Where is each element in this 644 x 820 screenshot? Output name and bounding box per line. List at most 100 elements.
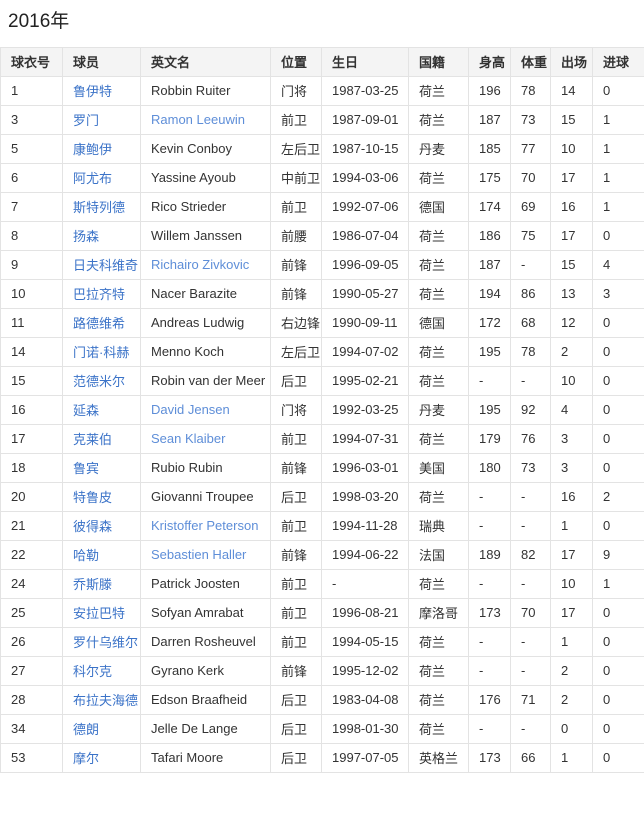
appearances-cell: 3 [550, 452, 593, 483]
height-cell: - [468, 481, 511, 512]
nationality-cell: 荷兰 [408, 655, 469, 686]
player-name-cell: 乔斯滕 [62, 568, 141, 599]
player-name-link[interactable]: 鲁宾 [73, 461, 100, 477]
nationality-cell: 荷兰 [408, 162, 469, 193]
player-name-link[interactable]: 哈勒 [73, 548, 100, 564]
goals-cell: 0 [592, 365, 644, 396]
goals-cell: 0 [592, 394, 644, 425]
player-name-cell: 特鲁皮 [62, 481, 141, 512]
appearances-cell: 16 [550, 191, 593, 222]
english-name-cell: Jelle De Lange [140, 713, 271, 744]
nationality-cell: 荷兰 [408, 104, 469, 135]
english-name-link[interactable]: Kristoffer Peterson [151, 518, 259, 534]
nationality-cell: 荷兰 [408, 481, 469, 512]
position-cell: 后卫 [270, 365, 322, 396]
height-cell: - [468, 626, 511, 657]
jersey-number-cell: 14 [0, 336, 63, 367]
weight-cell: 78 [510, 75, 551, 106]
player-name-cell: 康鲍伊 [62, 133, 141, 164]
player-name-link[interactable]: 阿尤布 [73, 171, 113, 187]
jersey-number-cell: 22 [0, 539, 63, 570]
position-cell: 前卫 [270, 626, 322, 657]
english-name-cell: David Jensen [140, 394, 271, 425]
table-row: 16 延森 David Jensen 门将 1992-03-25 丹麦 195 92 4 0 [0, 394, 644, 425]
weight-cell: - [510, 626, 551, 657]
english-name-cell: Kevin Conboy [140, 133, 271, 164]
english-name-link[interactable]: Sebastien Haller [151, 547, 247, 563]
player-name-link[interactable]: 斯特列德 [73, 200, 126, 216]
height-cell: 189 [468, 539, 511, 570]
birthday-cell: 1992-07-06 [321, 191, 409, 222]
english-name-cell: Nacer Barazite [140, 278, 271, 309]
player-name-link[interactable]: 德朗 [73, 722, 100, 738]
nationality-cell: 英格兰 [408, 742, 469, 773]
player-name-link[interactable]: 延森 [73, 403, 100, 419]
position-cell: 门将 [270, 75, 322, 106]
jersey-number-cell: 25 [0, 597, 63, 628]
player-name-link[interactable]: 扬森 [73, 229, 100, 245]
height-cell: 187 [468, 249, 511, 280]
birthday-cell: 1994-03-06 [321, 162, 409, 193]
height-cell: 172 [468, 307, 511, 338]
weight-cell: 78 [510, 336, 551, 367]
height-cell: - [468, 510, 511, 541]
birthday-cell: 1987-10-15 [321, 133, 409, 164]
weight-cell: 70 [510, 597, 551, 628]
birthday-cell: 1992-03-25 [321, 394, 409, 425]
player-name-link[interactable]: 特鲁皮 [73, 490, 113, 506]
english-name-link[interactable]: Ramon Leeuwin [151, 112, 245, 128]
jersey-number-cell: 10 [0, 278, 63, 309]
player-name-link[interactable]: 克莱伯 [73, 432, 113, 448]
appearances-cell: 17 [550, 539, 593, 570]
player-name-link[interactable]: 摩尔 [73, 751, 100, 767]
player-name-cell: 扬森 [62, 220, 141, 251]
column-header-goals: 进球 [592, 46, 644, 77]
player-name-link[interactable]: 罗什乌维尔 [73, 635, 139, 651]
position-cell: 前卫 [270, 104, 322, 135]
table-row: 17 克莱伯 Sean Klaiber 前卫 1994-07-31 荷兰 179 76 3 0 [0, 423, 644, 454]
table-row: 53 摩尔 Tafari Moore 后卫 1997-07-05 英格兰 173 66 1 0 [0, 742, 644, 773]
nationality-cell: 荷兰 [408, 365, 469, 396]
player-name-link[interactable]: 范德米尔 [73, 374, 126, 390]
nationality-cell: 德国 [408, 307, 469, 338]
position-cell: 前卫 [270, 423, 322, 454]
birthday-cell: 1994-05-15 [321, 626, 409, 657]
player-name-link[interactable]: 罗门 [73, 113, 100, 129]
table-row: 18 鲁宾 Rubio Rubin 前锋 1996-03-01 美国 180 73 3 0 [0, 452, 644, 483]
position-cell: 门将 [270, 394, 322, 425]
english-name-link[interactable]: David Jensen [151, 402, 230, 418]
nationality-cell: 荷兰 [408, 626, 469, 657]
appearances-cell: 10 [550, 133, 593, 164]
player-name-link[interactable]: 科尔克 [73, 664, 113, 680]
table-row: 28 布拉夫海德 Edson Braafheid 后卫 1983-04-08 荷兰 176 7… [0, 684, 644, 715]
player-name-link[interactable]: 日夫科维奇 [73, 258, 139, 274]
goals-cell: 1 [592, 568, 644, 599]
table-row: 21 彼得森 Kristoffer Peterson 前卫 1994-11-28 瑞典 - -… [0, 510, 644, 541]
weight-cell: 76 [510, 423, 551, 454]
player-name-link[interactable]: 彼得森 [73, 519, 113, 535]
player-name-link[interactable]: 乔斯滕 [73, 577, 113, 593]
goals-cell: 0 [592, 626, 644, 657]
goals-cell: 0 [592, 597, 644, 628]
nationality-cell: 荷兰 [408, 713, 469, 744]
player-name-link[interactable]: 安拉巴特 [73, 606, 126, 622]
english-name-link[interactable]: Sean Klaiber [151, 431, 226, 447]
column-header-height: 身高 [468, 46, 511, 77]
height-cell: 179 [468, 423, 511, 454]
player-name-link[interactable]: 康鲍伊 [73, 142, 113, 158]
english-name-cell: Rubio Rubin [140, 452, 271, 483]
jersey-number-cell: 28 [0, 684, 63, 715]
english-name-link[interactable]: Richairo Zivkovic [151, 257, 250, 273]
player-name-cell: 安拉巴特 [62, 597, 141, 628]
player-name-link[interactable]: 鲁伊特 [73, 84, 113, 100]
player-name-link[interactable]: 巴拉齐特 [73, 287, 126, 303]
table-row: 1 鲁伊特 Robbin Ruiter 门将 1987-03-25 荷兰 196 78 14 0 [0, 75, 644, 106]
column-header-player: 球员 [62, 46, 141, 77]
player-name-link[interactable]: 路德维希 [73, 316, 126, 332]
player-name-link[interactable]: 门诺·科赫 [73, 345, 130, 361]
birthday-cell: 1986-07-04 [321, 220, 409, 251]
player-name-link[interactable]: 布拉夫海德 [73, 693, 139, 709]
appearances-cell: 17 [550, 597, 593, 628]
goals-cell: 0 [592, 713, 644, 744]
height-cell: 180 [468, 452, 511, 483]
